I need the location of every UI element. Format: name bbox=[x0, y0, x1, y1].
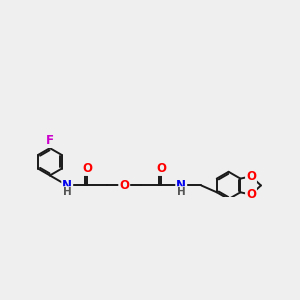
Text: H: H bbox=[63, 187, 72, 197]
Text: O: O bbox=[119, 179, 129, 192]
Text: F: F bbox=[46, 134, 54, 147]
Text: O: O bbox=[246, 188, 256, 201]
Text: O: O bbox=[82, 162, 92, 175]
Text: O: O bbox=[246, 170, 256, 183]
Text: O: O bbox=[156, 162, 166, 175]
Text: H: H bbox=[177, 187, 186, 197]
Text: N: N bbox=[62, 179, 72, 192]
Text: N: N bbox=[176, 179, 186, 192]
